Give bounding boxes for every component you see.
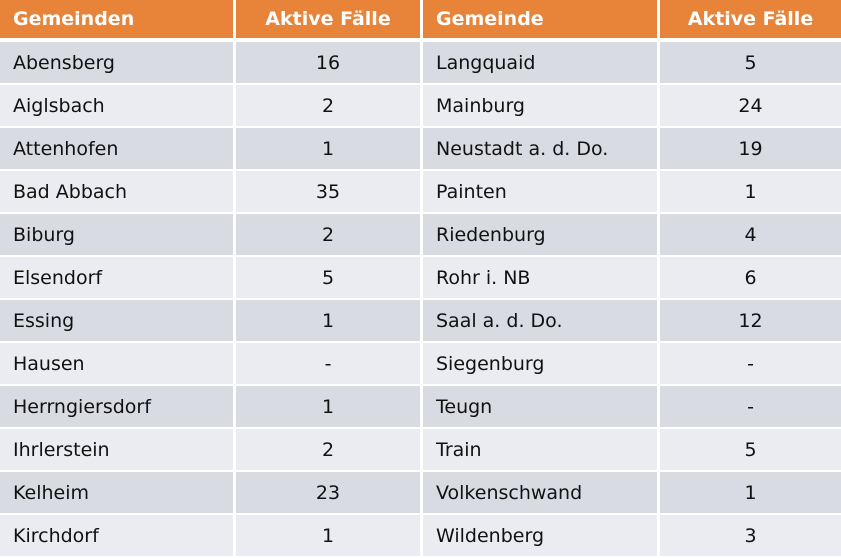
case-count: - [660, 386, 841, 427]
case-count: 5 [660, 42, 841, 83]
case-count: 2 [236, 85, 420, 126]
case-count: 24 [660, 85, 841, 126]
municipality: Siegenburg [423, 343, 657, 384]
case-count: 5 [236, 257, 420, 298]
header-cell: Gemeinde [423, 0, 657, 38]
case-count: 16 [236, 42, 420, 83]
municipality: Wildenberg [423, 515, 657, 556]
case-count: 3 [660, 515, 841, 556]
case-count: 5 [660, 429, 841, 470]
case-count: 1 [236, 386, 420, 427]
municipality: Riedenburg [423, 214, 657, 255]
municipality: Biburg [0, 214, 233, 255]
municipality: Neustadt a. d. Do. [423, 128, 657, 169]
municipality: Kirchdorf [0, 515, 233, 556]
municipality: Ihrlerstein [0, 429, 233, 470]
case-count: - [236, 343, 420, 384]
municipality: Rohr i. NB [423, 257, 657, 298]
municipality: Elsendorf [0, 257, 233, 298]
header-cell: Aktive Fälle [236, 0, 420, 38]
municipality: Attenhofen [0, 128, 233, 169]
case-count: 2 [236, 429, 420, 470]
case-count: 1 [236, 300, 420, 341]
municipality: Train [423, 429, 657, 470]
municipality: Saal a. d. Do. [423, 300, 657, 341]
municipality: Bad Abbach [0, 171, 233, 212]
case-count: 1 [236, 515, 420, 556]
case-count: - [660, 343, 841, 384]
municipality: Langquaid [423, 42, 657, 83]
case-count: 19 [660, 128, 841, 169]
municipality: Essing [0, 300, 233, 341]
municipality: Mainburg [423, 85, 657, 126]
municipality: Volkenschwand [423, 472, 657, 513]
header-cell: Gemeinden [0, 0, 233, 38]
case-count: 6 [660, 257, 841, 298]
municipality: Aiglsbach [0, 85, 233, 126]
municipality: Kelheim [0, 472, 233, 513]
municipality: Herrngiersdorf [0, 386, 233, 427]
case-count: 4 [660, 214, 841, 255]
municipality: Teugn [423, 386, 657, 427]
municipality: Abensberg [0, 42, 233, 83]
municipality: Painten [423, 171, 657, 212]
case-count: 2 [236, 214, 420, 255]
case-count: 1 [660, 472, 841, 513]
case-count: 1 [236, 128, 420, 169]
case-count: 1 [660, 171, 841, 212]
case-count: 23 [236, 472, 420, 513]
case-count: 12 [660, 300, 841, 341]
case-count: 35 [236, 171, 420, 212]
header-cell: Aktive Fälle [660, 0, 841, 38]
municipality: Hausen [0, 343, 233, 384]
